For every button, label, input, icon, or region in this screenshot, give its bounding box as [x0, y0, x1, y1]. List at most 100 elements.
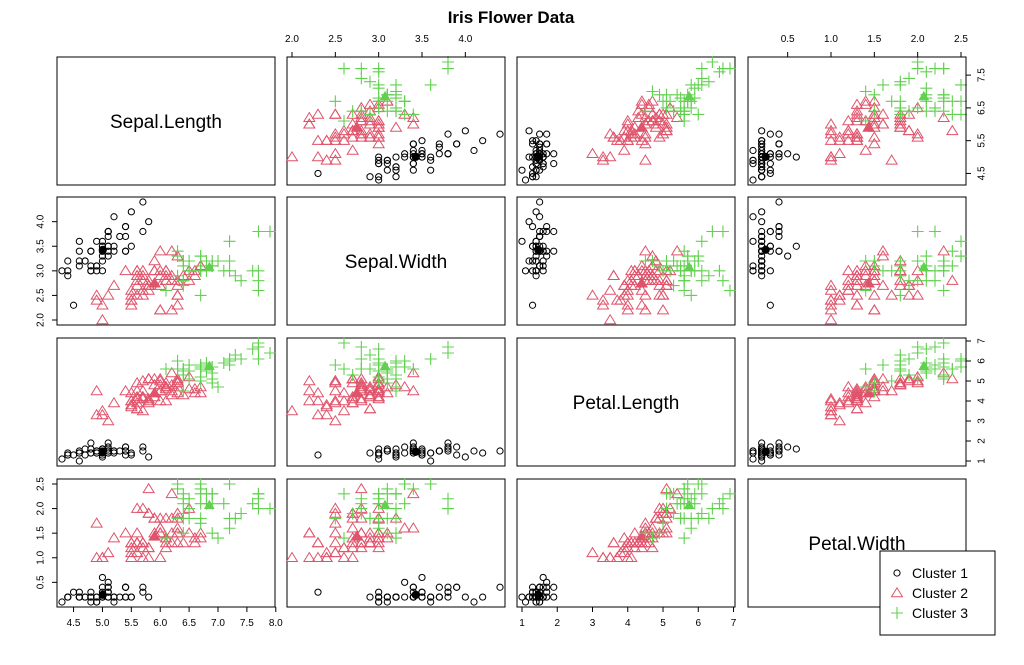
data-point: [894, 289, 907, 302]
data-point: [427, 457, 435, 465]
data-point: [320, 400, 334, 412]
data-point: [876, 245, 890, 256]
data-point: [148, 254, 161, 266]
data-point: [775, 222, 783, 231]
data-point: [58, 598, 66, 606]
data-point: [692, 512, 705, 525]
data-point: [194, 512, 207, 525]
data-point: [136, 289, 150, 300]
data-point: [127, 449, 135, 457]
data-point: [101, 546, 115, 558]
data-point: [328, 108, 342, 119]
data-point: [784, 443, 792, 451]
data-point: [850, 114, 864, 126]
data-point: [660, 88, 673, 101]
cluster-centroid: [534, 245, 543, 254]
data-point: [621, 118, 635, 129]
data-point: [607, 536, 621, 548]
data-point: [639, 245, 652, 256]
panel-petal-width-vs-sepal-length: [56, 478, 276, 608]
data-point: [639, 517, 652, 528]
data-point: [444, 130, 452, 138]
data-point: [867, 131, 881, 142]
panel-frame: [286, 56, 506, 186]
data-point: [955, 250, 967, 263]
data-point: [90, 551, 104, 562]
tick-label: 2.0: [36, 313, 47, 327]
data-point: [383, 447, 391, 455]
data-point: [867, 118, 881, 129]
tick-label: 4: [625, 618, 631, 629]
data-point: [528, 137, 537, 145]
data-point: [75, 449, 83, 457]
series-cluster-1: [314, 573, 504, 606]
data-point: [87, 247, 95, 255]
data-point: [749, 262, 757, 270]
data-point: [692, 108, 705, 121]
tick-label: 2.5: [328, 34, 342, 45]
data-point: [713, 65, 726, 78]
data-point: [194, 487, 207, 500]
data-point: [188, 382, 202, 394]
data-point: [532, 237, 540, 245]
data-point: [649, 274, 663, 285]
data-point: [688, 255, 701, 267]
legend-box: [879, 550, 996, 636]
data-point: [550, 593, 558, 601]
data-point: [130, 536, 144, 548]
data-point: [145, 218, 153, 226]
data-point: [121, 593, 130, 601]
data-point: [223, 478, 236, 490]
data-point: [142, 482, 156, 494]
legend-marker: [893, 569, 901, 577]
data-point: [139, 588, 147, 596]
data-point: [372, 95, 385, 108]
data-point: [375, 588, 383, 596]
data-point: [101, 414, 115, 426]
tick-label: 5.5: [977, 133, 988, 147]
data-point: [329, 95, 342, 108]
data-point: [171, 527, 184, 538]
data-point: [337, 404, 351, 416]
tick-label: 1: [519, 618, 525, 629]
data-point: [200, 255, 213, 267]
data-point: [311, 536, 325, 548]
data-point: [946, 245, 959, 258]
data-point: [859, 95, 873, 106]
data-point: [64, 257, 72, 265]
data-point: [833, 414, 847, 426]
data-point: [955, 235, 967, 248]
data-point: [758, 237, 766, 245]
data-point: [246, 343, 259, 355]
data-point: [383, 160, 391, 168]
data-point: [398, 380, 412, 392]
data-point: [183, 264, 196, 277]
data-point: [401, 443, 409, 451]
data-point: [96, 299, 109, 310]
data-point: [859, 264, 873, 276]
data-point: [543, 583, 551, 591]
data-point: [867, 304, 881, 315]
data-point: [586, 546, 599, 558]
data-point: [543, 222, 551, 231]
tick-label: 3: [977, 418, 988, 424]
data-point: [955, 78, 967, 91]
data-point: [354, 392, 368, 404]
data-point: [87, 267, 95, 275]
data-point: [392, 166, 400, 174]
data-point: [766, 227, 774, 236]
data-point: [607, 269, 621, 280]
data-point: [392, 153, 400, 161]
data-point: [681, 250, 694, 263]
data-point: [911, 289, 925, 300]
data-point: [521, 267, 530, 275]
data-point: [171, 372, 184, 384]
data-point: [148, 264, 161, 276]
data-point: [418, 150, 426, 158]
data-point: [893, 274, 907, 285]
data-point: [903, 353, 915, 365]
data-point: [713, 497, 726, 510]
data-point: [911, 225, 924, 238]
data-point: [381, 373, 394, 385]
panel-frame: [286, 196, 506, 326]
